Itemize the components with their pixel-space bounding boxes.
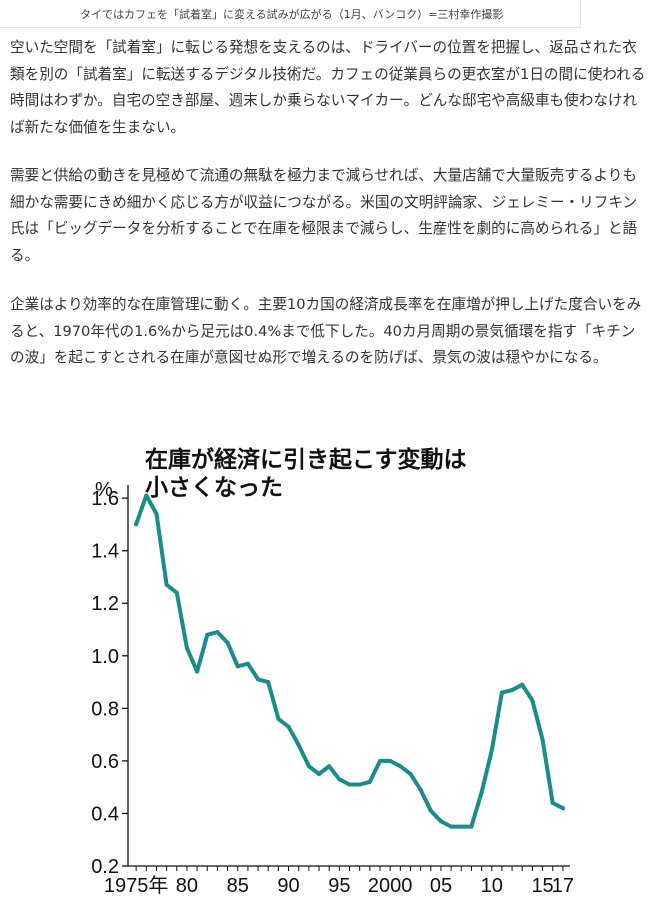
data-point: [245, 661, 250, 666]
data-point: [164, 582, 169, 587]
series-group: [134, 493, 565, 829]
data-point: [357, 782, 362, 787]
data-point: [225, 640, 230, 645]
photo-caption-bar: タイではカフェを「試着室」に変える試みが広がる（1月、バンコク）=三村幸作撮影: [0, 0, 581, 28]
data-point: [195, 669, 200, 674]
chart-title-line-1: 在庫が経済に引き起こす変動は: [145, 446, 467, 473]
data-point: [306, 764, 311, 769]
data-point: [296, 743, 301, 748]
data-point: [134, 522, 139, 527]
data-point: [347, 782, 352, 787]
y-tick-label: 0.6: [91, 751, 119, 773]
series-line: [134, 493, 565, 829]
data-point: [154, 511, 159, 516]
data-point: [286, 724, 291, 729]
article-paragraph: 需要と供給の動きを見極めて流通の無駄を極力まで減らせれば、大量店舗で大量販売する…: [10, 167, 638, 264]
y-tick-label: 1.6: [91, 488, 119, 510]
article-paragraph: 空いた空間を「試着室」に転じる発想を支えるのは、ドライバーの位置を把握し、返品さ…: [10, 39, 646, 136]
data-point: [428, 808, 433, 813]
data-point: [550, 800, 555, 805]
data-point: [479, 790, 484, 795]
x-tick-label: 17: [552, 875, 574, 897]
x-tick-label: 2000: [368, 875, 413, 897]
data-point: [540, 737, 545, 742]
data-point: [337, 777, 342, 782]
data-point: [469, 824, 474, 829]
chart-title-line-2: 小さくなった: [145, 475, 283, 501]
x-tick-label: 85: [227, 875, 249, 897]
data-point: [520, 682, 525, 687]
x-tick-label: 90: [277, 875, 299, 897]
data-point: [449, 824, 454, 829]
y-tick-label: 1.0: [91, 646, 119, 668]
data-point: [256, 677, 261, 682]
data-point: [367, 779, 372, 784]
data-point: [144, 493, 149, 498]
x-tick-label: 05: [430, 875, 452, 897]
data-point: [276, 716, 281, 721]
data-point: [398, 764, 403, 769]
y-axis-ticks: 0.2 0.4 0.6 0.8 1.0 1.2 1.4 1.6: [91, 488, 128, 878]
y-tick-label: 0.8: [91, 698, 119, 720]
x-tick-label: 80: [176, 875, 198, 897]
data-point: [418, 787, 423, 792]
x-tick-label: 1975年: [104, 874, 169, 897]
data-point: [317, 772, 321, 776]
data-point: [388, 758, 393, 763]
y-axis-unit-label: %: [95, 479, 113, 501]
chart-title: 在庫が経済に引き起こす変動は 小さくなった: [145, 446, 467, 501]
data-point: [408, 772, 413, 776]
y-tick-label: 0.2: [91, 856, 119, 878]
data-point: [235, 664, 240, 669]
x-tick-label: 15: [531, 875, 553, 897]
data-point: [439, 819, 443, 824]
y-tick-label: 0.4: [91, 803, 119, 825]
data-point: [184, 645, 189, 650]
inventory-volatility-chart: 在庫が経済に引き起こす変動は 小さくなった % 0.2 0.4 0.6 0.8 1.0 1…: [91, 446, 574, 897]
data-point: [459, 824, 464, 829]
data-point: [378, 758, 382, 763]
data-point: [499, 690, 504, 695]
data-point: [205, 632, 210, 637]
data-point: [530, 698, 535, 703]
x-tick-label: 10: [481, 875, 503, 897]
data-point: [489, 748, 494, 753]
article-paragraph: 企業はより効率的な在庫管理に動く。主要10カ国の経済成長率を在庫増が押し上げた度…: [10, 296, 642, 366]
x-tick-label: 95: [328, 875, 350, 897]
photo-caption: タイではカフェを「試着室」に変える試みが広がる（1月、バンコク）=三村幸作撮影: [80, 8, 504, 21]
data-point: [510, 688, 515, 692]
data-point: [215, 630, 220, 635]
data-point: [174, 590, 179, 595]
y-tick-label: 1.2: [91, 593, 119, 615]
data-point: [560, 806, 565, 811]
y-tick-label: 1.4: [91, 541, 119, 563]
data-point: [327, 764, 332, 769]
data-point: [266, 680, 271, 685]
